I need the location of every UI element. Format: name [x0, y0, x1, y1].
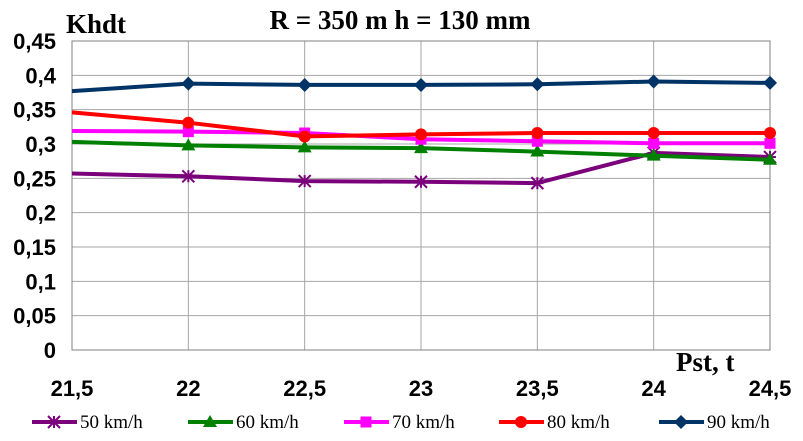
data-point-circle: [182, 116, 195, 129]
data-point-square: [648, 137, 660, 149]
tick-labels: 0 0,05 0,1 0,15 0,2 0,25 0,3 0,35 0,4 0,45 21,5 22 2…: [13, 29, 791, 401]
data-point-star: [47, 415, 61, 429]
data-point-triangle: [414, 141, 428, 154]
series-80-km-h: [71, 110, 776, 143]
x-tick-label: 24,5: [749, 376, 792, 401]
data-point-star: [297, 174, 312, 188]
x-axis-label: Pst, t: [676, 347, 734, 377]
data-point-star: [414, 175, 428, 189]
data-point-square: [531, 135, 543, 147]
data-point-diamond: [530, 77, 545, 92]
data-point-diamond: [763, 75, 777, 90]
legend-item: 70 km/h: [344, 412, 455, 433]
legend: 50 km/h 60 km/h 70 km/h 80 km/h 90 km/h: [32, 412, 770, 433]
x-tick-label: 22: [176, 376, 200, 401]
y-tick-label: 0,2: [25, 201, 56, 226]
legend-label: 50 km/h: [80, 412, 143, 433]
series-50-km-h: [71, 146, 777, 190]
chart-title: R = 350 m h = 130 mm: [269, 5, 531, 35]
legend-label: 70 km/h: [392, 412, 455, 433]
y-tick-label: 0: [44, 338, 56, 363]
y-tick-label: 0,35: [13, 98, 56, 123]
series-90-km-h: [71, 74, 777, 94]
data-point-diamond: [181, 76, 196, 91]
legend-label: 80 km/h: [547, 412, 610, 433]
data-point-diamond: [674, 415, 688, 429]
data-point-star: [530, 176, 545, 190]
x-tick-label: 23: [409, 376, 433, 401]
data-point-circle: [415, 128, 427, 141]
data-point-circle: [647, 127, 660, 140]
x-tick-label: 24: [641, 376, 666, 401]
data-point-triangle: [181, 138, 196, 151]
data-point-circle: [298, 130, 311, 143]
legend-item: 80 km/h: [499, 412, 610, 433]
y-tick-label: 0,05: [13, 304, 56, 329]
data-point-square: [360, 416, 372, 428]
data-point-circle: [515, 416, 527, 428]
legend-label: 90 km/h: [707, 412, 770, 433]
x-tick-label: 21,5: [51, 376, 94, 401]
data-point-diamond: [414, 77, 428, 92]
y-tick-label: 0,4: [25, 63, 56, 88]
data-point-circle: [531, 127, 544, 140]
y-tick-label: 0,25: [13, 166, 56, 191]
data-point-square: [182, 126, 194, 138]
data-point-square: [764, 137, 776, 149]
data-point-diamond: [646, 74, 661, 89]
series-layer: [71, 74, 777, 190]
legend-label: 60 km/h: [236, 412, 299, 433]
data-point-triangle: [530, 144, 545, 157]
data-point-triangle: [203, 415, 217, 427]
x-tick-label: 23,5: [516, 376, 559, 401]
series-60-km-h: [71, 138, 777, 165]
data-point-triangle: [297, 140, 312, 153]
data-point-triangle: [646, 148, 661, 161]
y-axis-label: Khdt: [66, 9, 126, 39]
y-tick-label: 0,3: [25, 132, 56, 157]
legend-item: 50 km/h: [32, 412, 143, 433]
y-tick-label: 0,45: [13, 29, 56, 54]
y-tick-label: 0,15: [13, 235, 56, 260]
legend-item: 90 km/h: [659, 412, 770, 433]
data-point-circle: [764, 127, 776, 140]
y-tick-label: 0,1: [25, 269, 56, 294]
x-tick-label: 22,5: [283, 376, 326, 401]
legend-item: 60 km/h: [188, 412, 299, 433]
data-point-star: [181, 169, 196, 183]
data-point-diamond: [297, 77, 312, 92]
plot-frame: [71, 40, 771, 351]
data-point-triangle: [763, 152, 777, 165]
